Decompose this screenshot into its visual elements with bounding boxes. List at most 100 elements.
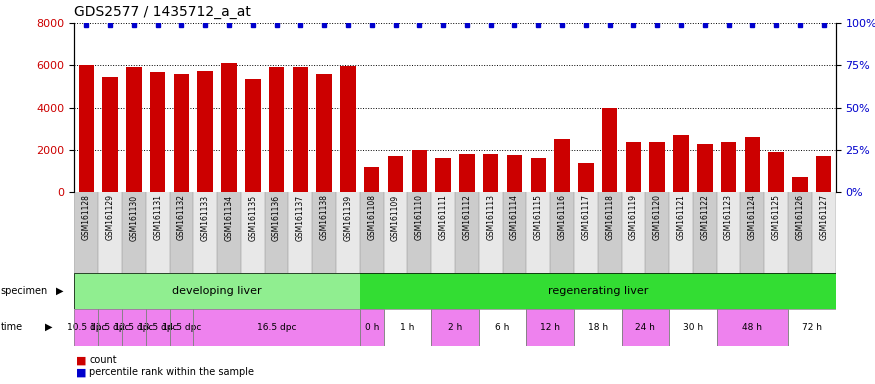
Bar xyxy=(816,156,831,192)
Text: ▶: ▶ xyxy=(45,322,52,332)
Bar xyxy=(336,192,360,273)
Bar xyxy=(170,192,193,273)
Bar xyxy=(502,192,527,273)
Bar xyxy=(669,309,717,346)
Bar xyxy=(527,192,550,273)
Text: time: time xyxy=(1,322,23,332)
Bar xyxy=(721,142,736,192)
Text: 16.5 dpc: 16.5 dpc xyxy=(257,323,297,332)
Bar xyxy=(673,135,689,192)
Bar xyxy=(764,192,788,273)
Text: GSM161139: GSM161139 xyxy=(344,194,353,240)
Bar xyxy=(669,309,717,346)
Bar xyxy=(217,192,241,273)
Text: GSM161122: GSM161122 xyxy=(700,194,710,240)
Bar xyxy=(411,150,427,192)
Bar xyxy=(193,192,217,273)
Bar xyxy=(621,192,646,273)
Text: 30 h: 30 h xyxy=(682,323,703,332)
Text: GSM161110: GSM161110 xyxy=(415,194,424,240)
Bar xyxy=(383,192,408,273)
Bar xyxy=(693,192,717,273)
Bar xyxy=(431,309,479,346)
Text: 24 h: 24 h xyxy=(635,323,655,332)
Bar xyxy=(697,144,712,192)
Bar xyxy=(788,309,836,346)
Bar xyxy=(812,192,836,273)
Bar xyxy=(649,142,665,192)
Bar xyxy=(479,192,502,273)
Bar xyxy=(364,167,380,192)
Text: GSM161138: GSM161138 xyxy=(319,194,329,240)
Bar xyxy=(788,192,812,273)
Text: 48 h: 48 h xyxy=(742,323,762,332)
Text: GSM161135: GSM161135 xyxy=(248,194,257,240)
Bar xyxy=(74,273,360,309)
Text: GSM161114: GSM161114 xyxy=(510,194,519,240)
Text: GDS2577 / 1435712_a_at: GDS2577 / 1435712_a_at xyxy=(74,5,251,19)
Bar xyxy=(174,74,189,192)
Bar xyxy=(74,192,98,273)
Text: 12.5 dpc: 12.5 dpc xyxy=(114,323,153,332)
Text: ■: ■ xyxy=(76,367,87,377)
Bar xyxy=(170,309,193,346)
Bar xyxy=(98,192,122,273)
Bar xyxy=(198,71,213,192)
Text: 6 h: 6 h xyxy=(495,323,510,332)
Bar xyxy=(717,309,788,346)
Text: 72 h: 72 h xyxy=(802,323,822,332)
Bar xyxy=(483,154,499,192)
Bar xyxy=(317,74,332,192)
Text: 18 h: 18 h xyxy=(588,323,608,332)
Bar xyxy=(74,309,98,346)
Bar xyxy=(289,192,312,273)
Text: GSM161109: GSM161109 xyxy=(391,194,400,240)
Text: GSM161129: GSM161129 xyxy=(106,194,115,240)
Text: GSM161132: GSM161132 xyxy=(177,194,185,240)
Text: 10.5 dpc: 10.5 dpc xyxy=(66,323,106,332)
Text: GSM161124: GSM161124 xyxy=(748,194,757,240)
Text: GSM161113: GSM161113 xyxy=(487,194,495,240)
Bar xyxy=(383,309,431,346)
Bar xyxy=(265,192,289,273)
Bar xyxy=(431,309,479,346)
Text: developing liver: developing liver xyxy=(172,286,262,296)
Text: count: count xyxy=(89,355,117,365)
Bar xyxy=(530,158,546,192)
Text: GSM161127: GSM161127 xyxy=(819,194,829,240)
Bar xyxy=(360,309,383,346)
Text: 14.5 dpc: 14.5 dpc xyxy=(162,323,201,332)
Bar xyxy=(74,309,98,346)
Text: GSM161111: GSM161111 xyxy=(438,194,448,240)
Bar xyxy=(146,192,170,273)
Text: specimen: specimen xyxy=(1,286,48,296)
Text: 0 h: 0 h xyxy=(365,323,379,332)
Bar xyxy=(312,192,336,273)
Bar xyxy=(122,309,146,346)
Bar xyxy=(122,192,146,273)
Text: GSM161126: GSM161126 xyxy=(795,194,804,240)
Bar xyxy=(574,309,621,346)
Text: GSM161131: GSM161131 xyxy=(153,194,162,240)
Bar xyxy=(574,192,598,273)
Bar xyxy=(550,192,574,273)
Bar xyxy=(360,309,383,346)
Bar xyxy=(150,71,165,192)
Bar xyxy=(527,309,574,346)
Text: ▶: ▶ xyxy=(55,286,63,296)
Bar xyxy=(431,192,455,273)
Text: GSM161112: GSM161112 xyxy=(462,194,472,240)
Bar xyxy=(459,154,474,192)
Text: GSM161125: GSM161125 xyxy=(772,194,780,240)
Bar xyxy=(621,309,669,346)
Bar xyxy=(646,192,669,273)
Text: GSM161136: GSM161136 xyxy=(272,194,281,240)
Bar xyxy=(98,309,122,346)
Bar xyxy=(598,192,621,273)
Bar xyxy=(102,77,118,192)
Bar xyxy=(388,156,403,192)
Bar xyxy=(602,108,618,192)
Bar xyxy=(292,68,308,192)
Bar xyxy=(269,68,284,192)
Text: GSM161120: GSM161120 xyxy=(653,194,662,240)
